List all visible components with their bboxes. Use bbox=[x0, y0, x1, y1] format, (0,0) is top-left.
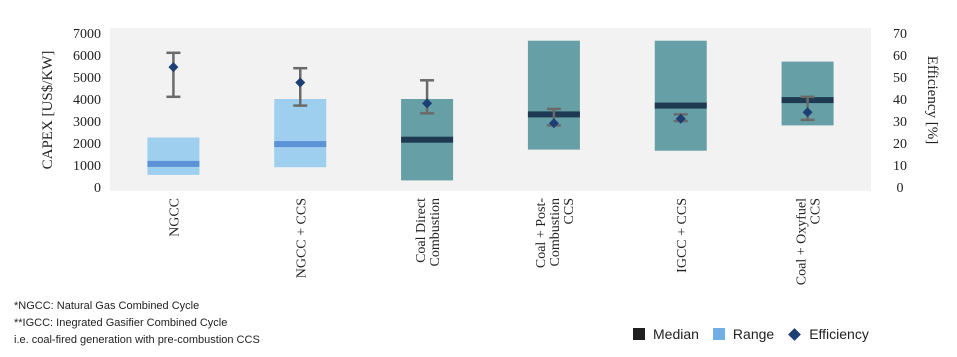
range-bar bbox=[527, 40, 580, 150]
range-bar bbox=[147, 137, 200, 175]
y2-tick-label: 40 bbox=[893, 93, 907, 108]
efficiency-marker bbox=[802, 107, 813, 118]
x-tick-label-line: Coal Direct bbox=[414, 198, 429, 263]
footnote-ngcc: *NGCC: Natural Gas Combined Cycle bbox=[14, 300, 200, 312]
y2-tick-label: 70 bbox=[893, 27, 907, 42]
footnote-igcc: **IGCC: Inegrated Gasifier Combined Cycl… bbox=[14, 317, 228, 329]
legend-item-range: Range bbox=[712, 326, 775, 342]
legend-item-median: Median bbox=[633, 326, 699, 342]
legend: Median Range Efficiency bbox=[633, 326, 869, 342]
y2-tick-label: 0 bbox=[897, 181, 904, 196]
x-tick-label: Coal + OxyfuelCCS bbox=[795, 198, 824, 285]
x-tick-label: IGCC + CCS bbox=[675, 198, 690, 273]
x-tick-label-line: CCS bbox=[809, 198, 824, 224]
efficiency-markers bbox=[168, 62, 813, 129]
legend-swatch-median bbox=[633, 328, 645, 340]
legend-swatch-range bbox=[712, 328, 725, 340]
y2-tick-label: 20 bbox=[893, 137, 907, 152]
y2-tick-label: 10 bbox=[893, 159, 907, 174]
legend-item-efficiency: Efficiency bbox=[788, 326, 869, 342]
efficiency-marker bbox=[675, 113, 686, 124]
legend-label-median: Median bbox=[653, 326, 699, 342]
efficiency-marker bbox=[422, 98, 433, 109]
footnote-igcc-detail: i.e. coal-fired generation with pre-comb… bbox=[14, 334, 260, 346]
efficiency-marker bbox=[295, 77, 306, 88]
x-tick-label-line: CCS bbox=[562, 198, 577, 224]
y-tick-label: 1000 bbox=[73, 159, 101, 174]
x-tick-label-line: Combustion bbox=[548, 198, 563, 266]
plot-area-background bbox=[110, 28, 871, 191]
y-tick-label: 5000 bbox=[73, 71, 101, 86]
legend-label-range: Range bbox=[732, 326, 775, 342]
x-tick-label-line: Coal + Post- bbox=[534, 198, 549, 268]
median-line bbox=[147, 160, 200, 167]
y2-tick-label: 30 bbox=[893, 115, 907, 130]
y-tick-label: 0 bbox=[94, 181, 101, 196]
y-axis-label: CAPEX [US$/KW] bbox=[40, 51, 56, 170]
x-tick-label-line: Coal + Oxyfuel bbox=[795, 198, 810, 285]
median-line bbox=[654, 102, 707, 109]
x-tick-label: NGCC bbox=[167, 198, 182, 237]
efficiency-marker bbox=[168, 62, 179, 73]
legend-label-efficiency: Efficiency bbox=[809, 326, 869, 342]
y-tick-label: 6000 bbox=[73, 49, 101, 64]
y2-axis-label: Efficiency [%] bbox=[924, 56, 940, 144]
y2-axis-ticks: 0 10 20 30 40 50 60 70 bbox=[893, 27, 907, 196]
x-tick-label-line: Combustion bbox=[428, 198, 443, 266]
y-tick-label: 4000 bbox=[73, 93, 101, 108]
x-tick-label: Coal DirectCombustion bbox=[414, 198, 443, 267]
x-tick-label: NGCC + CCS bbox=[294, 198, 309, 278]
median-line bbox=[401, 136, 454, 143]
x-axis-labels: NGCC NGCC + CCS Coal DirectCombustion Coal … bbox=[167, 198, 823, 286]
y-tick-label: 3000 bbox=[73, 115, 101, 130]
x-tick-label-line: NGCC + CCS bbox=[294, 198, 309, 278]
range-bar bbox=[654, 40, 707, 151]
y-axis-ticks: 0 1000 2000 3000 4000 5000 6000 7000 bbox=[73, 27, 101, 196]
range-bar bbox=[274, 99, 327, 168]
x-tick-label-line: IGCC + CCS bbox=[675, 198, 690, 273]
legend-diamond-efficiency bbox=[788, 327, 802, 341]
y2-tick-label: 50 bbox=[893, 71, 907, 86]
y2-tick-label: 60 bbox=[893, 49, 907, 64]
y-tick-label: 7000 bbox=[73, 27, 101, 42]
efficiency-marker bbox=[548, 118, 559, 129]
median-line bbox=[274, 141, 327, 148]
y-tick-label: 2000 bbox=[73, 137, 101, 152]
x-tick-label-line: NGCC bbox=[167, 198, 182, 237]
x-tick-label: Coal + Post-CombustionCCS bbox=[534, 198, 577, 268]
